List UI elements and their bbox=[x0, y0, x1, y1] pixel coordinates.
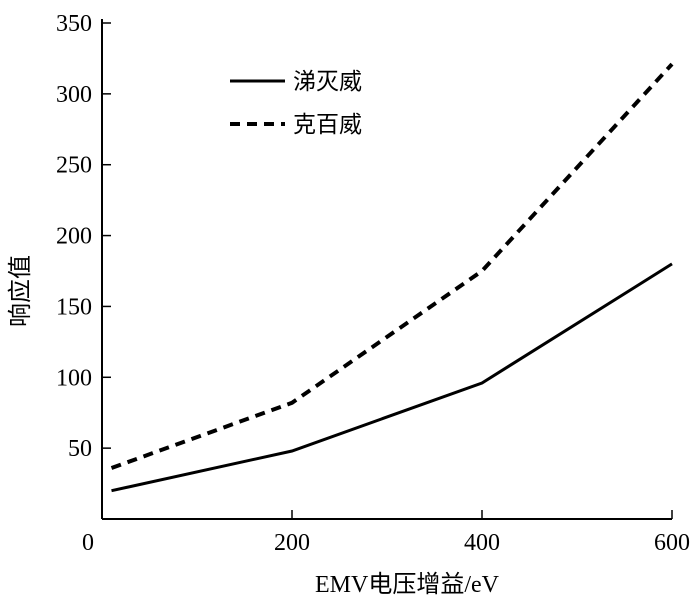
x-tick-label: 400 bbox=[464, 530, 500, 556]
x-tick-label: 0 bbox=[82, 530, 94, 556]
series-line-1 bbox=[111, 262, 673, 493]
y-tick-label: 150 bbox=[56, 294, 92, 320]
y-tick-label: 300 bbox=[56, 82, 92, 108]
y-tick-label: 200 bbox=[56, 224, 92, 250]
series-layer bbox=[110, 62, 674, 493]
axes bbox=[101, 19, 672, 520]
series-line-2 bbox=[110, 62, 674, 470]
x-tick-label: 200 bbox=[274, 530, 310, 556]
x-axis-label: EMV电压增益/eV bbox=[315, 571, 500, 598]
y-tick-label: 250 bbox=[56, 153, 92, 179]
y-tick-label: 50 bbox=[68, 436, 92, 462]
y-axis-label: 响应值 bbox=[7, 255, 34, 327]
y-tick-label: 350 bbox=[56, 11, 92, 37]
legend-label-1: 涕灭威 bbox=[293, 69, 362, 95]
y-axis-ticks: 50 100 150 200 250 300 350 bbox=[56, 11, 111, 462]
x-axis-ticks: 0 200 400 600 bbox=[82, 510, 690, 556]
y-tick-label: 100 bbox=[56, 365, 92, 391]
legend-label-2: 克百威 bbox=[293, 112, 362, 138]
x-tick-label: 600 bbox=[654, 530, 690, 556]
